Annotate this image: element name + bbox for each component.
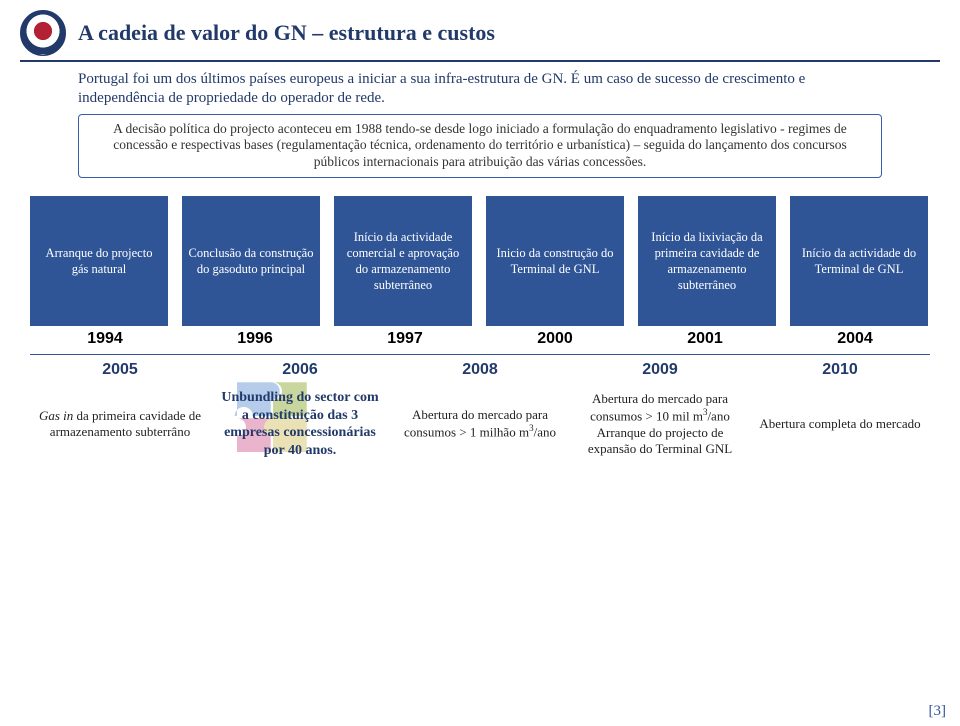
timeline-desc: Gas in da primeira cavidade de armazenam…: [30, 404, 210, 445]
years-bottom: 2005 2006 2008 2009 2010: [30, 361, 930, 379]
crest-icon: [20, 10, 66, 56]
timeline-card: Inicio da construção do Terminal de GNL: [486, 196, 624, 326]
intro-text: Portugal foi um dos últimos países europ…: [78, 70, 882, 108]
timeline-row-top: Arranque do projecto gás natural Conclus…: [30, 196, 930, 326]
timeline-desc: Abertura do mercado para consumos > 10 m…: [570, 387, 750, 461]
year-label: 2004: [780, 330, 930, 348]
year-label: 2001: [630, 330, 780, 348]
timeline-divider: [30, 354, 930, 355]
years-top: 1994 1996 1997 2000 2001 2004: [30, 330, 930, 348]
timeline-card: Início da actividade do Terminal de GNL: [790, 196, 928, 326]
year-label: 2005: [30, 361, 210, 379]
year-label: 1997: [330, 330, 480, 348]
timeline-desc: Abertura do mercado para consumos > 1 mi…: [390, 403, 570, 445]
timeline-card: Arranque do projecto gás natural: [30, 196, 168, 326]
history-box: A decisão política do projecto aconteceu…: [78, 114, 882, 179]
title-bar: A cadeia de valor do GN – estrutura e cu…: [20, 10, 940, 62]
timeline-card: Início da lixiviação da primeira cavidad…: [638, 196, 776, 326]
year-label: 2006: [210, 361, 390, 379]
page-title: A cadeia de valor do GN – estrutura e cu…: [78, 20, 495, 46]
timeline-row-bottom: Gas in da primeira cavidade de armazenam…: [30, 385, 930, 463]
timeline-card: Conclusão da construção do gasoduto prin…: [182, 196, 320, 326]
timeline-desc-text: Unbundling do sector com a constituição …: [221, 390, 378, 458]
year-label: 1994: [30, 330, 180, 348]
year-label: 2000: [480, 330, 630, 348]
year-label: 1996: [180, 330, 330, 348]
timeline-card: Início da actividade comercial e aprovaç…: [334, 196, 472, 326]
year-label: 2008: [390, 361, 570, 379]
timeline-desc-unbundling: Unbundling do sector com a constituição …: [210, 385, 390, 463]
year-label: 2010: [750, 361, 930, 379]
year-label: 2009: [570, 361, 750, 379]
page-number: [3]: [929, 703, 947, 720]
timeline-desc: Abertura completa do mercado: [750, 412, 930, 436]
